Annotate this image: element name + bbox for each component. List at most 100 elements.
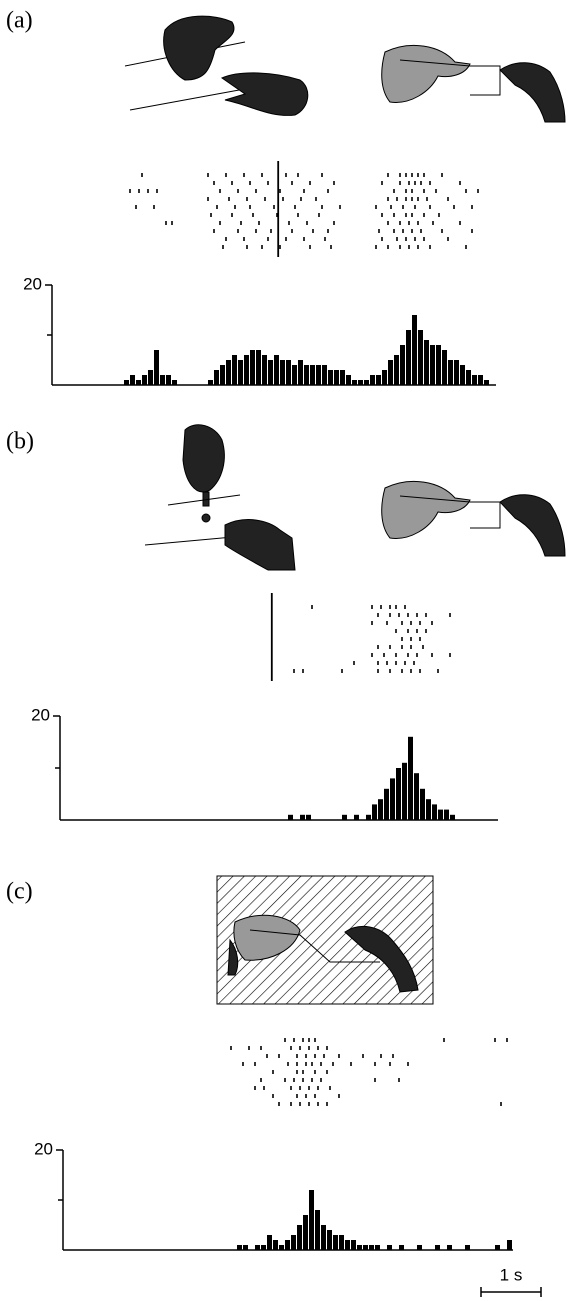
histogram-bar: [124, 380, 129, 385]
histogram-bar: [399, 1245, 404, 1250]
histogram-bar: [432, 804, 437, 820]
histogram-bar: [357, 1245, 362, 1250]
histogram-bar: [376, 375, 381, 385]
histogram-bar: [286, 360, 291, 385]
histogram-bar: [255, 1245, 260, 1250]
panel-label: (b): [6, 429, 34, 455]
histogram-bar: [208, 380, 213, 385]
panel-label: (a): [6, 8, 33, 34]
histogram-bar: [447, 1245, 452, 1250]
histogram-bar: [363, 1245, 368, 1250]
histogram-bar: [316, 365, 321, 385]
histogram-bar: [297, 1225, 302, 1250]
histogram-bar: [214, 370, 219, 385]
histogram-bar: [438, 809, 443, 820]
histogram-bar: [400, 345, 405, 385]
histogram-bar: [378, 799, 383, 820]
histogram-bar: [280, 360, 285, 385]
histogram-bar: [273, 1240, 278, 1250]
y-tick-label: 20: [31, 705, 50, 724]
illustration-c: [216, 875, 434, 1005]
histogram-bar: [420, 788, 425, 820]
histogram-bar: [250, 350, 255, 385]
histogram-bar: [507, 1240, 512, 1250]
histogram-bar: [322, 365, 327, 385]
histogram-bar: [261, 1245, 266, 1250]
histogram-bar: [351, 1240, 356, 1250]
histogram-bar: [172, 380, 177, 385]
histogram-bar: [448, 360, 453, 385]
illustration-b: [144, 424, 566, 571]
histogram-bar: [298, 360, 303, 385]
histogram-bar: [306, 814, 311, 820]
histogram-bar: [460, 365, 465, 385]
histogram-bar: [382, 370, 387, 385]
histogram-bar: [130, 375, 135, 385]
histogram-bar: [366, 814, 371, 820]
histogram-bar: [292, 365, 297, 385]
histogram-bar: [328, 370, 333, 385]
histogram-bar: [426, 799, 431, 820]
histogram-bar: [142, 375, 147, 385]
histogram-bar: [303, 1215, 308, 1250]
histogram-bar: [339, 1235, 344, 1250]
scale-bar-label: 1 s: [500, 1265, 523, 1284]
histogram-bar: [226, 360, 231, 385]
histogram-bar: [148, 370, 153, 385]
histogram-bar: [358, 380, 363, 385]
histogram-bar: [327, 1230, 332, 1250]
histogram-bar: [346, 375, 351, 385]
histogram-bar: [345, 1240, 350, 1250]
histogram-bar: [321, 1225, 326, 1250]
histogram-bar: [442, 350, 447, 385]
histogram-bar: [267, 1235, 272, 1250]
histogram-bar: [334, 370, 339, 385]
histogram-bar: [238, 360, 243, 385]
histogram-bar: [417, 1245, 422, 1250]
histogram-bar: [418, 330, 423, 385]
histogram-bar: [390, 778, 395, 820]
histogram-bar: [285, 1240, 290, 1250]
histogram-bar: [369, 1245, 374, 1250]
histogram-bar: [430, 345, 435, 385]
panel-label: (c): [6, 879, 33, 905]
histogram-bar: [354, 814, 359, 820]
histogram-bar: [484, 380, 489, 385]
histogram-bar: [268, 360, 273, 385]
histogram-bar: [436, 345, 441, 385]
histogram-bar: [220, 365, 225, 385]
histogram-bar: [394, 355, 399, 385]
histogram-bar: [478, 375, 483, 385]
histogram-bar: [310, 365, 315, 385]
histogram-bar: [406, 330, 411, 385]
histogram-bar: [300, 814, 305, 820]
histogram-bar: [256, 350, 261, 385]
histogram-bar: [342, 814, 347, 820]
histogram-bar: [384, 788, 389, 820]
histogram-bar: [402, 762, 407, 820]
y-tick-label: 20: [34, 1139, 53, 1158]
histogram-bar: [466, 370, 471, 385]
histogram-bar: [370, 375, 375, 385]
illustration-a: [124, 15, 566, 123]
histogram-bar: [274, 355, 279, 385]
histogram-bar: [396, 768, 401, 820]
histogram-bar: [387, 1245, 392, 1250]
histogram-bar: [495, 1245, 500, 1250]
histogram-bar: [288, 814, 293, 820]
histogram-bar: [244, 355, 249, 385]
histogram-bar: [424, 340, 429, 385]
histogram-bar: [375, 1245, 380, 1250]
histogram-bar: [388, 360, 393, 385]
histogram-bar: [279, 1245, 284, 1250]
histogram-bar: [304, 365, 309, 385]
histogram-bar: [333, 1235, 338, 1250]
histogram-bar: [166, 375, 171, 385]
histogram-bar: [364, 380, 369, 385]
histogram-bar: [352, 380, 357, 385]
histogram-bar: [315, 1210, 320, 1250]
histogram-bar: [408, 736, 413, 820]
histogram-bar: [472, 375, 477, 385]
histogram-bar: [160, 375, 165, 385]
histogram-bar: [237, 1245, 242, 1250]
